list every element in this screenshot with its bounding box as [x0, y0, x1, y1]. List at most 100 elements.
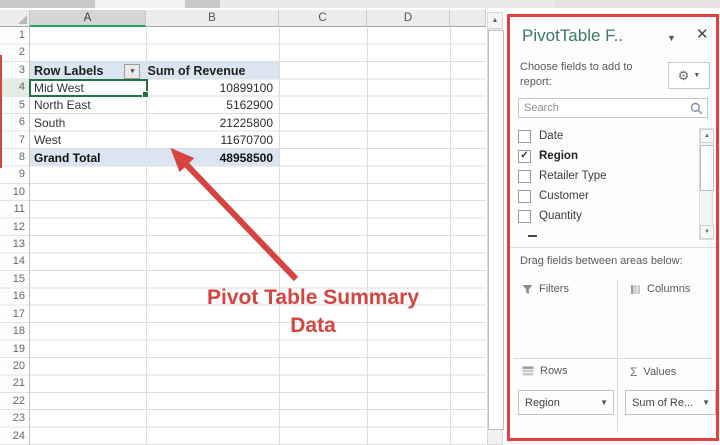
search-input[interactable]: Search — [518, 98, 708, 118]
filters-label: Filters — [539, 283, 569, 295]
column-header-partial[interactable] — [450, 10, 486, 27]
pivot-row-label: Row Labels — [34, 63, 104, 78]
checked-checkbox-icon[interactable]: ✓ — [518, 149, 531, 163]
divider — [617, 279, 618, 431]
rows-label: Rows — [540, 365, 568, 377]
annotation-text: Pivot Table Summary Data — [193, 284, 433, 341]
field-item-quantity[interactable]: Quantity — [518, 206, 696, 226]
annotation-line1: Pivot Table Summary — [206, 286, 419, 309]
select-all-corner[interactable] — [0, 10, 30, 27]
pivot-value-cell[interactable]: 21225800 — [219, 115, 273, 130]
unchecked-checkbox-icon[interactable] — [518, 129, 531, 143]
pivot-value-cell[interactable]: 10899100 — [219, 80, 273, 95]
pivot-cell[interactable]: Grand Total — [30, 149, 145, 166]
column-header-C[interactable]: C — [279, 10, 367, 27]
drag-fields-label: Drag fields between areas below: — [520, 255, 683, 267]
column-header-B[interactable]: B — [146, 10, 279, 27]
field-item-region[interactable]: ✓ Region — [518, 146, 696, 166]
pivot-cell[interactable]: South — [30, 114, 145, 131]
field-item-label: Region — [539, 150, 578, 162]
tools-button[interactable]: ⚙ ▼ — [668, 62, 710, 89]
pivot-value-cell[interactable]: 48958500 — [219, 150, 273, 165]
table-row: Row Labels ▾ Sum of Revenue — [30, 61, 279, 80]
vertical-scrollbar[interactable]: ▲ — [487, 12, 504, 445]
column-header-D[interactable]: D — [367, 10, 450, 27]
row-header-2[interactable]: 2 — [18, 46, 25, 59]
field-item-retailer-type[interactable]: Retailer Type — [518, 166, 696, 186]
rows-field-pill[interactable]: Region ▼ — [518, 390, 614, 415]
table-row: West 11670700 — [30, 132, 279, 149]
chevron-down-icon[interactable]: ▼ — [600, 398, 608, 407]
search-icon[interactable] — [690, 102, 703, 115]
row-header-6[interactable]: 6 — [18, 116, 25, 129]
row-header-17[interactable]: 17 — [12, 307, 25, 320]
field-item-label: Quantity — [539, 210, 582, 222]
row-header-12[interactable]: 12 — [12, 220, 25, 233]
pivot-cell[interactable]: Row Labels ▾ — [30, 62, 143, 79]
scroll-down-icon[interactable]: ▼ — [700, 225, 714, 239]
columns-label: Columns — [647, 283, 691, 295]
pivot-value-cell[interactable]: 11670700 — [220, 133, 274, 148]
pivot-row-label: Grand Total — [34, 150, 101, 165]
rows-field-value: Region — [525, 396, 560, 409]
scrollbar-thumb[interactable] — [700, 145, 714, 191]
row-header-9[interactable]: 9 — [18, 168, 25, 181]
row-header-24[interactable]: 24 — [12, 429, 25, 442]
row-header-15[interactable]: 15 — [12, 272, 25, 285]
field-item-customer[interactable]: Customer — [518, 186, 696, 206]
row-header-14[interactable]: 14 — [12, 255, 25, 268]
scroll-up-icon[interactable]: ▲ — [700, 129, 714, 143]
unchecked-checkbox-icon[interactable] — [518, 209, 531, 223]
chevron-down-icon[interactable]: ▼ — [702, 398, 710, 407]
pane-options-caret-icon[interactable]: ▼ — [667, 33, 676, 43]
row-header-23[interactable]: 23 — [12, 412, 25, 425]
values-area-label: Σ Values — [630, 365, 676, 379]
pivot-row-label: Mid West — [34, 80, 84, 95]
pivot-cell[interactable]: North East — [30, 97, 145, 114]
row-header-21[interactable]: 21 — [12, 377, 25, 390]
values-field-pill[interactable]: Sum of Re... ▼ — [625, 390, 716, 415]
row-header-8[interactable]: 8 — [18, 150, 25, 163]
row-header-3[interactable]: 3 — [18, 63, 25, 76]
table-row: Grand Total 48958500 — [30, 148, 279, 167]
pane-title: PivotTable F.. — [522, 26, 624, 45]
row-labels-filter-dropdown[interactable]: ▾ — [124, 63, 141, 79]
row-header-22[interactable]: 22 — [12, 394, 25, 407]
top-strip-segment — [185, 0, 220, 8]
row-header-20[interactable]: 20 — [12, 359, 25, 372]
top-strip-segment — [220, 0, 555, 8]
pivot-cell[interactable]: Mid West — [30, 79, 145, 96]
pivot-row-label: South — [34, 115, 66, 130]
gridline — [367, 27, 368, 445]
row-header-13[interactable]: 13 — [12, 238, 25, 250]
field-item-date[interactable]: Date — [518, 126, 696, 146]
row-header-19[interactable]: 19 — [12, 342, 25, 355]
pivot-row-label: West — [34, 133, 62, 148]
select-all-triangle-icon — [18, 15, 27, 24]
row-header-4[interactable]: 4 — [0, 79, 29, 97]
row-header-10[interactable]: 10 — [12, 185, 25, 198]
close-icon[interactable]: ✕ — [696, 26, 709, 43]
scrollbar-thumb[interactable] — [488, 30, 504, 430]
field-list-scrollbar[interactable]: ▲ ▼ — [699, 128, 714, 240]
row-header-7[interactable]: 7 — [18, 133, 25, 146]
gridline — [450, 27, 451, 445]
gridline — [279, 27, 280, 445]
row-header-5[interactable]: 5 — [18, 98, 25, 111]
pivot-cell[interactable]: West — [30, 132, 145, 149]
row-header-18[interactable]: 18 — [12, 325, 25, 338]
pivot-value-cell[interactable]: Sum of Revenue — [147, 63, 246, 78]
row-header-1[interactable]: 1 — [18, 29, 25, 41]
unchecked-checkbox-icon[interactable] — [518, 189, 531, 203]
scroll-up-icon[interactable]: ▲ — [488, 13, 502, 29]
column-header-A[interactable]: A — [30, 10, 146, 27]
field-item-label: Customer — [539, 190, 589, 202]
unchecked-checkbox-icon[interactable] — [518, 169, 531, 183]
pivot-value-cell[interactable]: 5162900 — [226, 98, 273, 113]
row-header-16[interactable]: 16 — [12, 290, 25, 303]
fill-handle[interactable] — [142, 91, 149, 99]
choose-fields-label: Choose fields to add to report: — [520, 61, 633, 88]
row-number-gutter[interactable]: 1 2 3 4 5 6 7 8 9 10 11 12 13 14 15 16 17 18 19 20 21 22 23 24 — [0, 27, 30, 445]
row-header-11[interactable]: 11 — [13, 203, 25, 216]
filters-area-label: Filters — [522, 283, 569, 295]
